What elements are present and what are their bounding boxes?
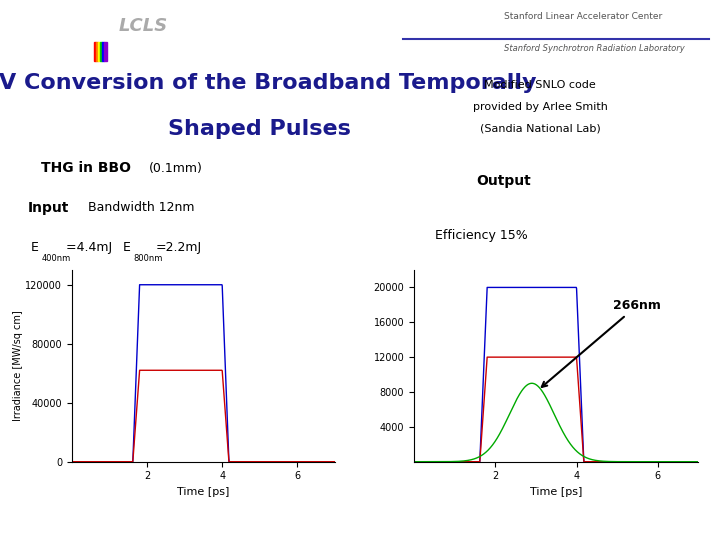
Text: Gilevich@slac.stanford.edu: Gilevich@slac.stanford.edu [360,521,493,531]
Text: Modified SNLO code: Modified SNLO code [484,80,596,90]
Text: Bandwidth 12nm: Bandwidth 12nm [89,201,195,214]
Text: October 12 2004    Facilities Advisory Committee: October 12 2004 Facilities Advisory Comm… [14,495,253,505]
Text: Shaped Pulses: Shaped Pulses [168,119,351,139]
Text: 800nm: 800nm [133,254,163,264]
Text: =4.4mJ: =4.4mJ [66,241,117,254]
Text: LCLS: LCLS [119,17,168,35]
Text: UV Conversion of the Broadband Temporally: UV Conversion of the Broadband Temporall… [0,73,537,93]
Text: Input: Input [27,201,69,215]
Text: Stanford Linear Accelerator Center: Stanford Linear Accelerator Center [504,12,662,22]
Bar [94,42,96,60]
Text: Output: Output [476,173,531,187]
Text: (0.1mm): (0.1mm) [149,161,203,174]
Text: Efficiency 15%: Efficiency 15% [436,229,528,242]
Text: 400nm: 400nm [42,254,71,264]
Text: provided by Arlee Smith: provided by Arlee Smith [472,102,608,112]
Bar [100,42,102,60]
Text: Dave Dowell, Sasha Gilevich: Dave Dowell, Sasha Gilevich [360,495,500,505]
Bar [104,42,107,60]
Bar [102,42,104,60]
Bar [98,42,100,60]
Text: E: E [31,241,39,254]
Text: =2.2mJ: =2.2mJ [156,241,202,254]
X-axis label: Time [ps]: Time [ps] [530,487,582,497]
Text: Stanford Synchrotron Radiation Laboratory: Stanford Synchrotron Radiation Laborator… [504,44,685,53]
Text: 266nm: 266nm [542,299,661,387]
X-axis label: Time [ps]: Time [ps] [177,487,230,497]
Y-axis label: Irradiance [MW/sq cm]: Irradiance [MW/sq cm] [13,310,22,421]
Text: THG in BBO: THG in BBO [41,161,131,175]
Text: (Sandia National Lab): (Sandia National Lab) [480,124,600,133]
Bar [96,42,98,60]
Text: E: E [122,241,130,254]
Text: Injector Drive Laser Update: Injector Drive Laser Update [14,521,149,531]
